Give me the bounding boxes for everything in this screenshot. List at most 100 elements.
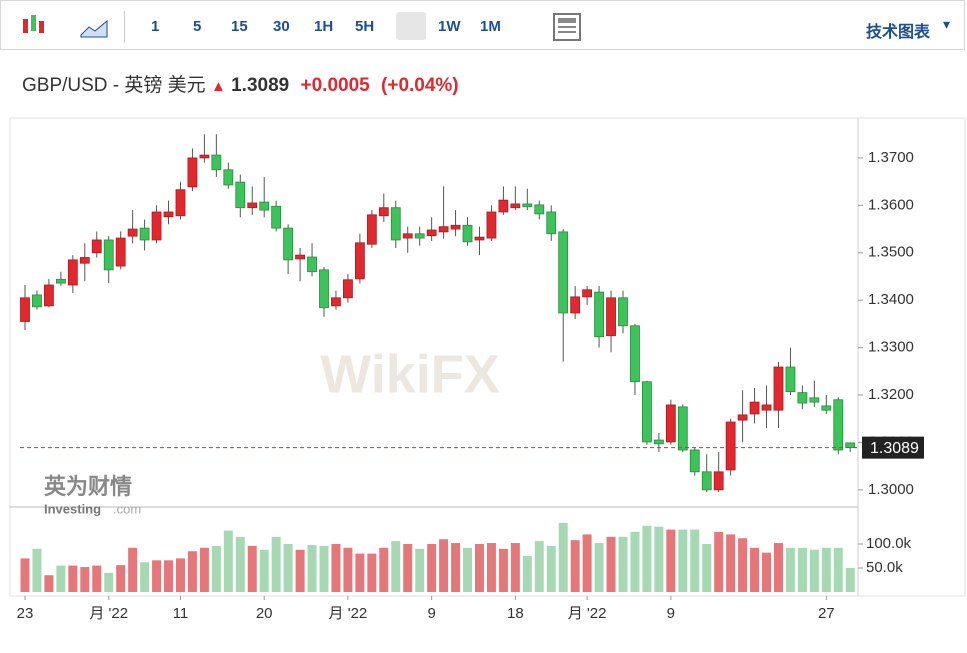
- volume-bar: [690, 529, 700, 592]
- volume-bar: [391, 541, 401, 592]
- candle-body: [414, 233, 425, 239]
- interval-button[interactable]: 1W: [438, 18, 461, 35]
- candle-body: [749, 401, 760, 415]
- volume-bar: [785, 547, 795, 592]
- candle-body: [103, 239, 114, 271]
- candle-body: [163, 211, 174, 218]
- candle-body: [283, 227, 294, 261]
- change: +0.0005: [300, 75, 370, 96]
- volume-bar: [534, 541, 544, 592]
- x-tick-label: 月 '22: [329, 605, 368, 622]
- x-tick-label: 9: [667, 605, 675, 622]
- candle-body: [606, 297, 616, 337]
- y-tick-label: 1.3300: [868, 339, 914, 356]
- x-tick-label: 27: [818, 605, 835, 622]
- volume-bar: [570, 540, 580, 592]
- volume-bar: [762, 552, 772, 592]
- candle-body: [486, 211, 497, 239]
- volume-bar: [271, 536, 281, 592]
- interval-button[interactable]: 1M: [480, 18, 501, 35]
- candle-body: [546, 211, 557, 235]
- change-percent: (+0.04%): [381, 75, 459, 96]
- volume-bar: [128, 547, 138, 592]
- volume-bar: [152, 560, 162, 592]
- volume-bar: [833, 547, 843, 592]
- y-tick-label: 1.3200: [868, 386, 914, 403]
- candle-body: [594, 291, 604, 338]
- candle-body: [845, 442, 856, 449]
- volume-bar: [247, 545, 257, 592]
- technical-link[interactable]: 技术图表: [865, 24, 930, 41]
- x-tick-label: 月 '22: [568, 605, 607, 622]
- volume-bar: [558, 522, 568, 592]
- volume-bar: [809, 549, 819, 592]
- plot-frame: [9, 117, 966, 597]
- candle-body: [570, 296, 581, 314]
- interval-button[interactable]: 1H: [314, 18, 334, 35]
- last-price-box: [862, 436, 924, 459]
- x-tick-label: 11: [173, 605, 189, 622]
- candle-body: [642, 381, 652, 443]
- interval-button[interactable]: 30: [273, 18, 290, 35]
- candle-body: [438, 226, 449, 233]
- volume-bar: [522, 556, 532, 592]
- interval-button[interactable]: 5: [193, 18, 202, 35]
- candle-body: [247, 202, 258, 209]
- watermark: WikiFX: [320, 344, 500, 404]
- x-tick-label: 20: [256, 605, 273, 622]
- candle-body: [139, 227, 150, 241]
- candle-body: [510, 203, 521, 209]
- interval-button[interactable]: 1: [151, 18, 160, 35]
- candle-body: [450, 224, 461, 230]
- candle-body: [295, 254, 305, 260]
- volume-bar: [773, 543, 783, 592]
- candle-icon[interactable]: [17, 7, 57, 47]
- candle-body: [175, 189, 186, 217]
- candle-body: [426, 229, 437, 237]
- candle-body: [701, 471, 712, 491]
- volume-bar: [702, 544, 712, 592]
- candle-body: [32, 294, 42, 308]
- volume-tick-label: 50.0k: [866, 559, 903, 576]
- volume-bar: [187, 551, 197, 592]
- candle-body: [79, 257, 90, 264]
- symbol: GBP/USD - 英镑 美元: [22, 75, 206, 96]
- candle-body: [390, 207, 401, 241]
- volume-bar: [427, 544, 437, 592]
- volume-bar: [714, 532, 724, 592]
- volume-bar: [594, 543, 604, 592]
- candle-body: [366, 214, 377, 245]
- volume-bar: [44, 575, 54, 592]
- y-tick-label: 1.3700: [868, 149, 914, 166]
- candle-body: [582, 289, 593, 298]
- volume-bar: [68, 565, 78, 592]
- candle-body: [833, 399, 844, 451]
- candle-body: [630, 325, 640, 383]
- candle-body: [522, 203, 533, 208]
- candle-body: [211, 154, 222, 171]
- candle-body: [402, 233, 413, 239]
- volume-bar: [331, 544, 341, 592]
- candle-body: [761, 404, 772, 411]
- volume-bar: [486, 543, 496, 592]
- line-icon[interactable]: [79, 11, 111, 43]
- candle-body: [809, 397, 820, 403]
- candle-body: [271, 205, 282, 229]
- interval-button[interactable]: 5H: [355, 18, 375, 35]
- volume-bar: [654, 526, 664, 592]
- candle-body: [354, 242, 365, 280]
- interval-button[interactable]: 15: [231, 18, 248, 35]
- candle-body: [618, 297, 628, 327]
- candle-body: [474, 236, 485, 241]
- dropdown-arrow[interactable]: ▾: [942, 16, 950, 32]
- logo-domain: .com: [113, 501, 141, 516]
- candle-body: [737, 414, 748, 421]
- volume-bar: [546, 545, 556, 592]
- candle-body: [307, 256, 317, 273]
- volume-bar: [750, 547, 760, 592]
- candle-body: [498, 199, 509, 213]
- indicator-icon[interactable]: [552, 12, 582, 42]
- logo-sub: Investing: [44, 501, 101, 516]
